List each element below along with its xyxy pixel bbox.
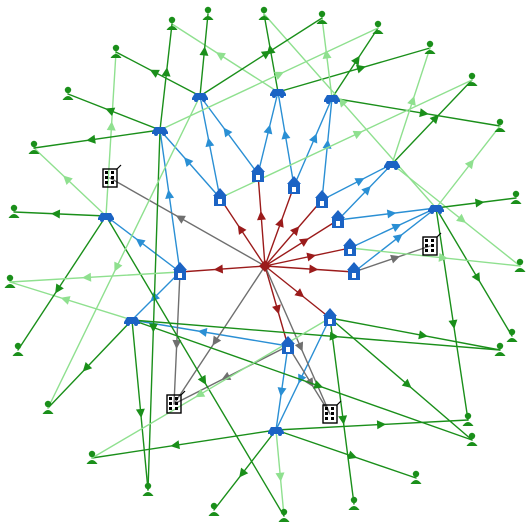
edge-arrow xyxy=(136,409,145,418)
edge-arrow xyxy=(170,440,180,449)
edge xyxy=(68,94,160,130)
edge xyxy=(278,92,294,186)
edge-arrow xyxy=(205,137,214,147)
edge-arrow xyxy=(107,121,116,130)
building-icon xyxy=(103,165,121,187)
edge xyxy=(330,318,472,440)
edge xyxy=(116,52,200,96)
edge xyxy=(392,48,430,164)
building-icon xyxy=(423,233,441,255)
edge xyxy=(160,130,220,198)
edge-arrow xyxy=(61,296,71,305)
edge-arrow xyxy=(351,56,360,66)
edge xyxy=(200,96,220,198)
edge-arrow xyxy=(282,130,291,140)
edge-arrow xyxy=(149,323,158,332)
house-icon xyxy=(281,336,295,354)
edge xyxy=(106,52,116,216)
house-icon xyxy=(323,308,337,326)
edge-arrow xyxy=(309,265,318,274)
edge-arrow xyxy=(418,330,428,339)
edge-arrow xyxy=(223,127,232,137)
edge-arrow xyxy=(456,214,466,223)
edge-arrow xyxy=(136,238,146,247)
edge-arrow xyxy=(448,319,457,329)
edge xyxy=(132,320,148,490)
edge xyxy=(160,24,172,130)
edge-arrow xyxy=(276,472,285,481)
building-icon xyxy=(167,391,185,413)
house-icon xyxy=(287,176,301,194)
edge-arrow xyxy=(475,199,484,208)
edge xyxy=(48,320,132,408)
edge xyxy=(34,148,106,216)
edge-arrow xyxy=(199,46,208,55)
edge-arrow xyxy=(264,125,273,135)
edge-arrow xyxy=(162,67,171,76)
house-icon xyxy=(343,238,357,256)
edge-arrow xyxy=(393,234,403,243)
edge-arrow xyxy=(278,387,287,397)
edge-arrow xyxy=(51,209,60,218)
edge-arrow xyxy=(338,415,347,425)
edge-arrow xyxy=(216,52,226,61)
edge xyxy=(436,126,500,208)
edge xyxy=(265,266,330,414)
edge-arrow xyxy=(356,65,366,74)
edge-arrow xyxy=(82,273,91,282)
edge-arrow xyxy=(55,283,64,293)
edge xyxy=(436,208,468,420)
edge-arrow xyxy=(377,420,386,429)
edge-arrow xyxy=(86,135,96,144)
edge-arrow xyxy=(347,451,357,460)
edge xyxy=(110,178,265,266)
edge-arrow xyxy=(261,51,271,60)
edge-arrow xyxy=(238,225,247,235)
edge-arrow xyxy=(407,96,416,106)
edge xyxy=(436,208,512,336)
edge xyxy=(350,248,520,266)
edge-arrow xyxy=(465,159,474,169)
edge-arrow xyxy=(198,328,208,337)
edge xyxy=(148,130,160,490)
edge-arrow xyxy=(299,238,309,247)
house-icon xyxy=(315,190,329,208)
house-icon xyxy=(347,262,361,280)
edge xyxy=(332,98,500,126)
edge xyxy=(330,318,500,350)
edge-arrow xyxy=(330,332,339,341)
edge-arrow xyxy=(257,211,266,220)
edge-arrow xyxy=(198,375,206,385)
house-icon xyxy=(173,262,187,280)
edge xyxy=(214,430,276,510)
edge xyxy=(330,318,354,504)
edge-arrow xyxy=(294,288,304,297)
edge-arrow xyxy=(390,255,400,264)
edge-arrow xyxy=(306,253,316,262)
edge xyxy=(34,130,160,148)
edge-arrow xyxy=(214,264,223,273)
edge xyxy=(92,430,276,458)
edge xyxy=(294,98,332,186)
edge xyxy=(10,282,132,320)
edge-arrow xyxy=(472,272,480,282)
edge-arrow xyxy=(239,468,248,478)
edge-arrow xyxy=(272,304,281,314)
house-icon xyxy=(331,210,345,228)
car-icon xyxy=(192,93,208,102)
edge xyxy=(14,212,106,216)
edge-arrow xyxy=(419,108,429,117)
car-icon xyxy=(270,89,286,98)
edge xyxy=(18,216,106,350)
car-icon xyxy=(98,213,114,222)
network-diagram xyxy=(0,0,528,530)
edge-arrow xyxy=(212,336,221,346)
edge-arrow xyxy=(387,209,396,218)
edge-arrow xyxy=(165,189,174,199)
car-icon xyxy=(384,161,400,170)
edge xyxy=(160,130,180,272)
house-icon xyxy=(213,188,227,206)
edge xyxy=(392,80,472,164)
